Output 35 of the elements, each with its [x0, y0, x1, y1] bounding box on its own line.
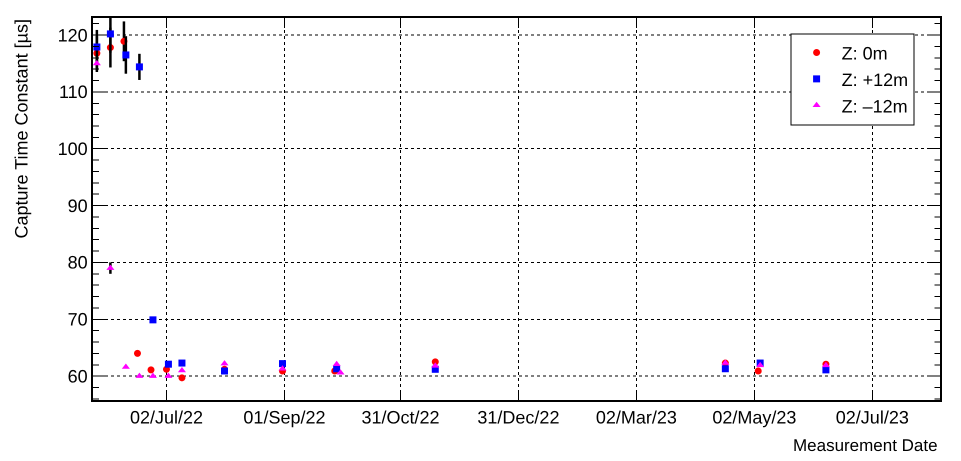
y-axis-title: Capture Time Constant [µs]	[12, 19, 32, 239]
point	[431, 362, 440, 368]
point	[178, 366, 186, 372]
point	[106, 30, 114, 38]
y-tick-label: 120	[58, 25, 88, 46]
point	[93, 60, 101, 66]
x-tick-label: 02/Mar/23	[596, 407, 677, 428]
y-tick-label: 110	[58, 82, 88, 102]
legend-label: Z: +12m	[842, 70, 908, 90]
y-tick-label: 80	[68, 252, 88, 273]
y-tick-label: 60	[68, 366, 88, 386]
y-tick-label: 100	[58, 139, 88, 160]
y-tick-label: 70	[68, 310, 88, 330]
x-axis-title: Measurement Date	[793, 436, 938, 455]
point	[134, 350, 141, 357]
point	[722, 365, 729, 372]
point	[122, 51, 130, 58]
point	[178, 360, 186, 367]
x-tick-label: 31/Oct/22	[361, 407, 440, 428]
x-tick-label: 02/Jul/23	[836, 407, 909, 428]
point	[149, 316, 156, 324]
legend-label: Z: 0m	[842, 44, 888, 64]
x-tick-label: 01/Sep/22	[243, 407, 326, 428]
point	[822, 366, 830, 374]
point	[754, 368, 762, 375]
y-tick-label: 90	[68, 196, 88, 216]
x-tick-label: 31/Dec/22	[477, 407, 560, 428]
point	[136, 63, 143, 70]
point	[279, 360, 286, 368]
point	[178, 374, 186, 382]
point	[164, 360, 172, 368]
point	[148, 366, 155, 374]
x-tick-label: 02/May/23	[712, 407, 796, 428]
legend-label: Z: –12m	[842, 96, 908, 116]
x-tick-label: 02/Jul/22	[130, 407, 204, 428]
